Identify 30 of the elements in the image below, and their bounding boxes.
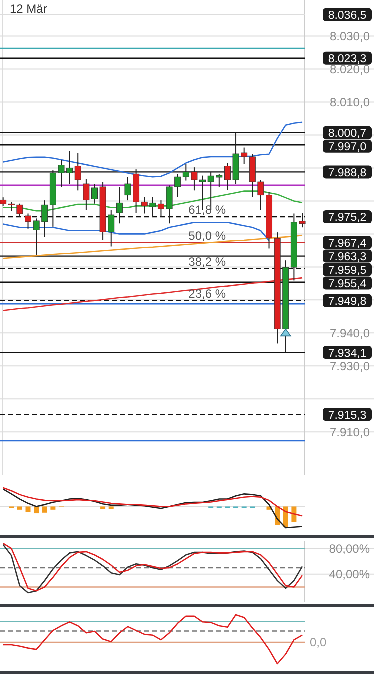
y-tick-label: 7.910,0 bbox=[330, 425, 370, 440]
annotation: 23,6 % bbox=[188, 286, 226, 301]
y-tick-label: 7.940,0 bbox=[330, 326, 370, 340]
ref-line-label: 7.959,5 bbox=[328, 264, 367, 277]
y-tick-label: 80,00% bbox=[329, 542, 370, 556]
annotation: 50,0 % bbox=[188, 228, 226, 243]
candlestick bbox=[74, 152, 82, 192]
ref-line-label: 8.000,7 bbox=[328, 128, 367, 140]
ref-line-label: 7.967,4 bbox=[328, 238, 368, 250]
annotation: 12 Mär bbox=[10, 2, 48, 16]
y-tick-label: 8.010,0 bbox=[330, 95, 370, 110]
ref-line-label: 7.934,1 bbox=[328, 348, 367, 360]
ref-line-label: 0,0 bbox=[310, 636, 328, 650]
ref-line-label: 8.023,3 bbox=[328, 54, 367, 66]
ref-line-label: 7.988,8 bbox=[328, 167, 367, 180]
ref-line-label: 7.997,0 bbox=[328, 142, 367, 154]
ref-line-label: 7.949,8 bbox=[328, 296, 367, 308]
ref-line-label: 7.915,3 bbox=[328, 410, 367, 422]
ref-line-label: 8.036,5 bbox=[328, 10, 367, 22]
candlestick bbox=[116, 186, 123, 224]
y-tick-label: 40,00% bbox=[329, 568, 370, 582]
y-tick-label: 8.030,0 bbox=[330, 29, 370, 44]
ref-line-label: 7.975,2 bbox=[328, 212, 367, 224]
ref-line-label: 7.955,4 bbox=[328, 278, 368, 290]
annotation: 38,2 % bbox=[188, 254, 226, 269]
ref-line-label: 7.963,3 bbox=[328, 251, 367, 264]
y-tick-label: 7.930,0 bbox=[330, 359, 370, 374]
annotation: 61,8 % bbox=[188, 203, 226, 218]
line-series bbox=[2, 122, 304, 178]
line-series bbox=[2, 277, 304, 312]
